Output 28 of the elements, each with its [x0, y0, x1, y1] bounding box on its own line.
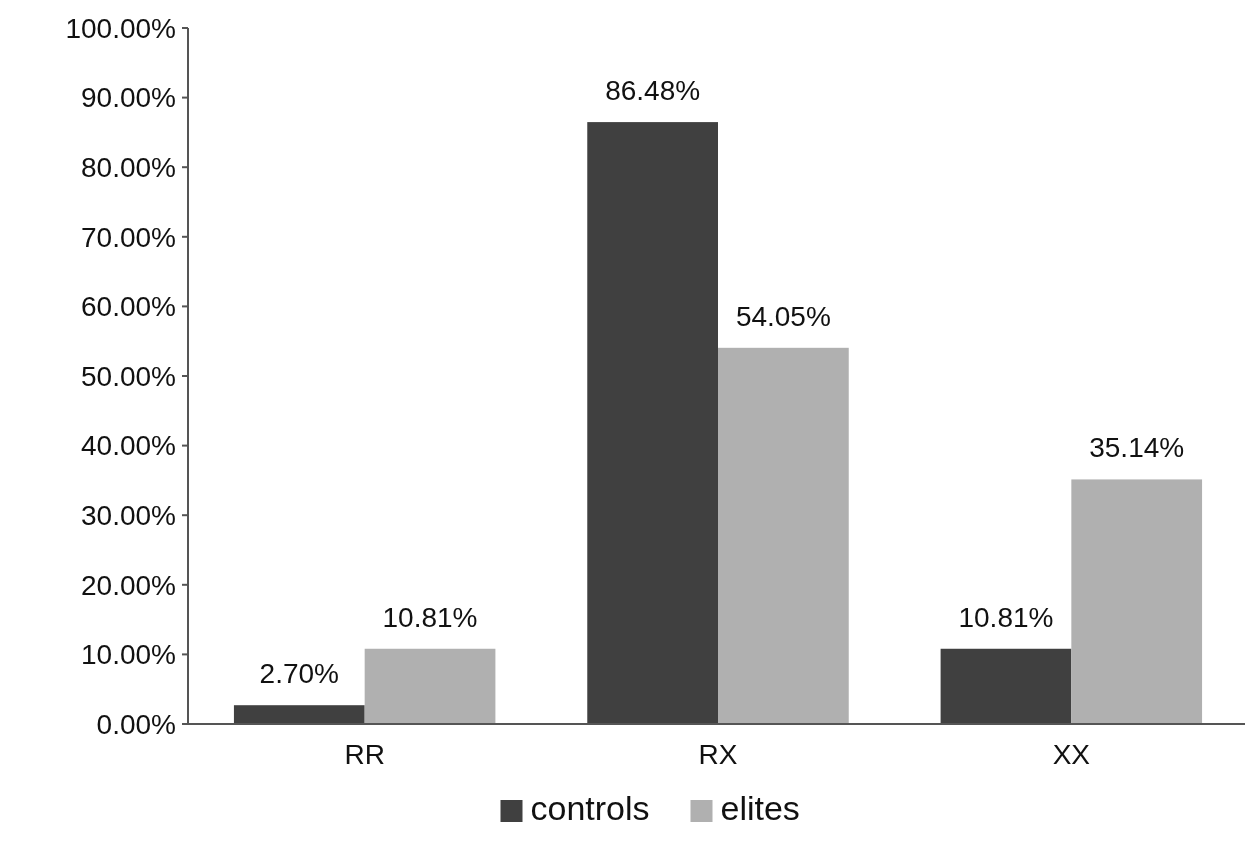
- y-tick-label: 80.00%: [81, 152, 176, 183]
- x-tick-label: XX: [1052, 739, 1091, 770]
- y-tick-label: 100.00%: [65, 12, 176, 44]
- bar: [233, 705, 365, 724]
- data-label: 2.70%: [259, 658, 339, 690]
- legend-label: elites: [720, 789, 800, 827]
- legend-label: controls: [530, 789, 650, 827]
- y-tick-label: 50.00%: [81, 360, 176, 392]
- y-tick-label: 0.00%: [96, 708, 176, 740]
- bar: [1071, 479, 1203, 724]
- data-label: 35.14%: [1089, 432, 1185, 464]
- data-label: 54.05%: [735, 300, 831, 332]
- data-label: 10.81%: [382, 601, 478, 633]
- bar: [587, 122, 718, 724]
- data-label: 86.48%: [605, 75, 701, 107]
- y-tick-label: 20.00%: [81, 569, 176, 601]
- y-tick-label: 10.00%: [81, 639, 176, 671]
- y-tick-label: 90.00%: [81, 82, 176, 114]
- y-tick-label: 60.00%: [81, 291, 176, 323]
- y-tick-label: 30.00%: [81, 500, 176, 531]
- bar: [940, 648, 1072, 724]
- x-tick-label: RX: [698, 739, 738, 770]
- y-tick-label: 70.00%: [81, 221, 176, 253]
- x-tick-label: RR: [344, 739, 385, 770]
- bar: [718, 347, 849, 724]
- y-tick-label: 40.00%: [81, 430, 176, 462]
- bar: [364, 648, 496, 724]
- data-label: 10.81%: [958, 601, 1054, 633]
